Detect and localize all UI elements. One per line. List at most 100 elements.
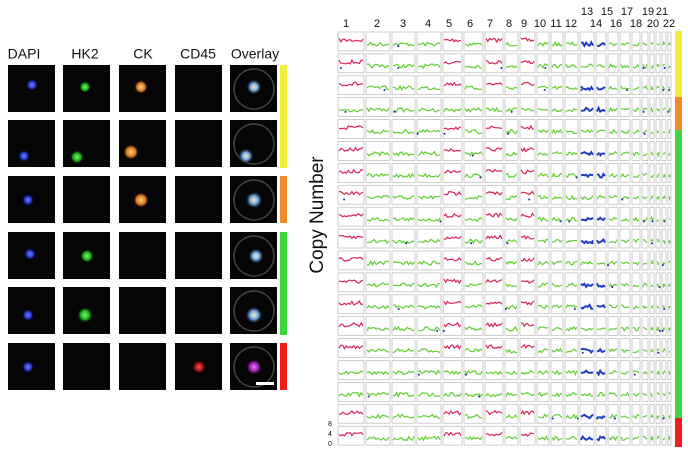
cn-panel	[536, 338, 550, 358]
cn-panel	[484, 119, 504, 139]
cn-trace	[596, 152, 606, 156]
cn-trace	[620, 42, 630, 46]
cn-trace	[392, 325, 415, 332]
cn-trace	[565, 41, 578, 46]
cn-trace	[565, 392, 578, 398]
cn-trace	[505, 414, 518, 419]
cn-trace	[668, 305, 671, 309]
cn-trace	[632, 106, 640, 112]
cn-trace	[596, 391, 606, 397]
cn-panel	[463, 119, 484, 139]
cn-trace	[520, 234, 535, 240]
cn-panel	[607, 119, 619, 139]
cn-trace	[662, 85, 666, 90]
cn-trace	[464, 238, 483, 245]
microscopy-panel: DAPI HK2 CK CD45 Overlay	[8, 46, 287, 390]
cn-outlier	[405, 242, 408, 245]
cn-panel	[649, 272, 655, 293]
cn-panel	[579, 119, 595, 139]
cn-panel	[564, 31, 579, 52]
cn-panel	[416, 53, 442, 74]
cn-panel	[550, 403, 564, 424]
cn-panel	[631, 382, 641, 402]
cn-trace	[551, 369, 563, 376]
cn-panel	[519, 316, 536, 336]
group-bar	[280, 232, 287, 335]
cn-trace	[642, 435, 648, 440]
cn-trace	[464, 260, 483, 266]
cn-outlier	[661, 329, 664, 332]
cn-panel	[416, 75, 442, 96]
cn-panel	[550, 272, 564, 293]
cn-trace	[485, 278, 503, 283]
cn-trace	[366, 150, 390, 157]
cn-panel	[416, 338, 442, 358]
cn-panel	[519, 272, 536, 293]
cn-panel	[416, 206, 442, 227]
cn-trace	[392, 435, 415, 442]
cn-trace	[338, 37, 364, 43]
image-tile	[8, 120, 55, 167]
cn-trace	[580, 434, 594, 441]
cn-panel	[607, 272, 619, 293]
cn-trace	[656, 326, 660, 332]
cn-trace	[551, 347, 563, 353]
cn-panel	[484, 206, 504, 227]
cn-outlier	[397, 45, 400, 48]
cn-trace	[485, 125, 503, 130]
cn-trace	[505, 260, 518, 265]
cell-outline	[233, 346, 275, 388]
cn-trace	[443, 148, 462, 153]
cn-trace	[520, 107, 535, 112]
cn-panel	[595, 31, 607, 52]
cn-panel	[607, 360, 619, 380]
cn-panel	[416, 272, 442, 293]
cn-trace	[338, 391, 364, 398]
cn-trace	[392, 107, 415, 113]
cn-panel	[536, 228, 550, 249]
cn-panel	[550, 53, 564, 74]
cn-trace	[632, 216, 640, 223]
cell-signal	[245, 306, 263, 324]
cn-panel	[631, 338, 641, 358]
image-tile	[175, 120, 222, 167]
cn-trace	[392, 42, 415, 47]
cn-panel	[667, 206, 672, 227]
cn-trace	[366, 436, 390, 441]
cn-panel	[463, 75, 484, 96]
cn-trace	[485, 106, 503, 113]
cn-trace	[565, 194, 578, 201]
cn-trace	[580, 239, 594, 245]
cn-panel	[442, 272, 463, 293]
group-bar	[280, 65, 287, 168]
cn-trace	[537, 41, 549, 47]
cn-trace	[551, 238, 563, 243]
cn-trace	[668, 107, 671, 112]
cn-panel	[631, 163, 641, 183]
cn-panel	[416, 97, 442, 117]
cn-outlier	[551, 417, 554, 420]
cn-panel	[655, 403, 661, 424]
cn-trace	[642, 392, 648, 396]
cn-trace	[580, 129, 594, 133]
image-tile	[175, 232, 222, 279]
cn-panel	[619, 31, 631, 52]
y-tick-label: 8	[328, 421, 332, 428]
cn-panel	[619, 228, 631, 249]
cn-panel	[579, 206, 595, 227]
cn-trace	[464, 65, 482, 69]
cn-trace	[596, 129, 606, 134]
cn-panel	[564, 53, 579, 74]
cn-outlier	[559, 220, 562, 223]
cn-panel	[391, 272, 416, 293]
cn-panel	[365, 272, 391, 293]
cn-trace	[505, 172, 518, 179]
cn-panel	[391, 141, 416, 161]
cn-trace	[520, 410, 535, 416]
cn-panel	[649, 31, 655, 52]
cn-panel	[607, 97, 619, 117]
cn-outlier	[339, 67, 342, 70]
cn-trace	[338, 299, 364, 306]
cn-panel	[463, 294, 484, 315]
cn-trace	[662, 131, 666, 134]
